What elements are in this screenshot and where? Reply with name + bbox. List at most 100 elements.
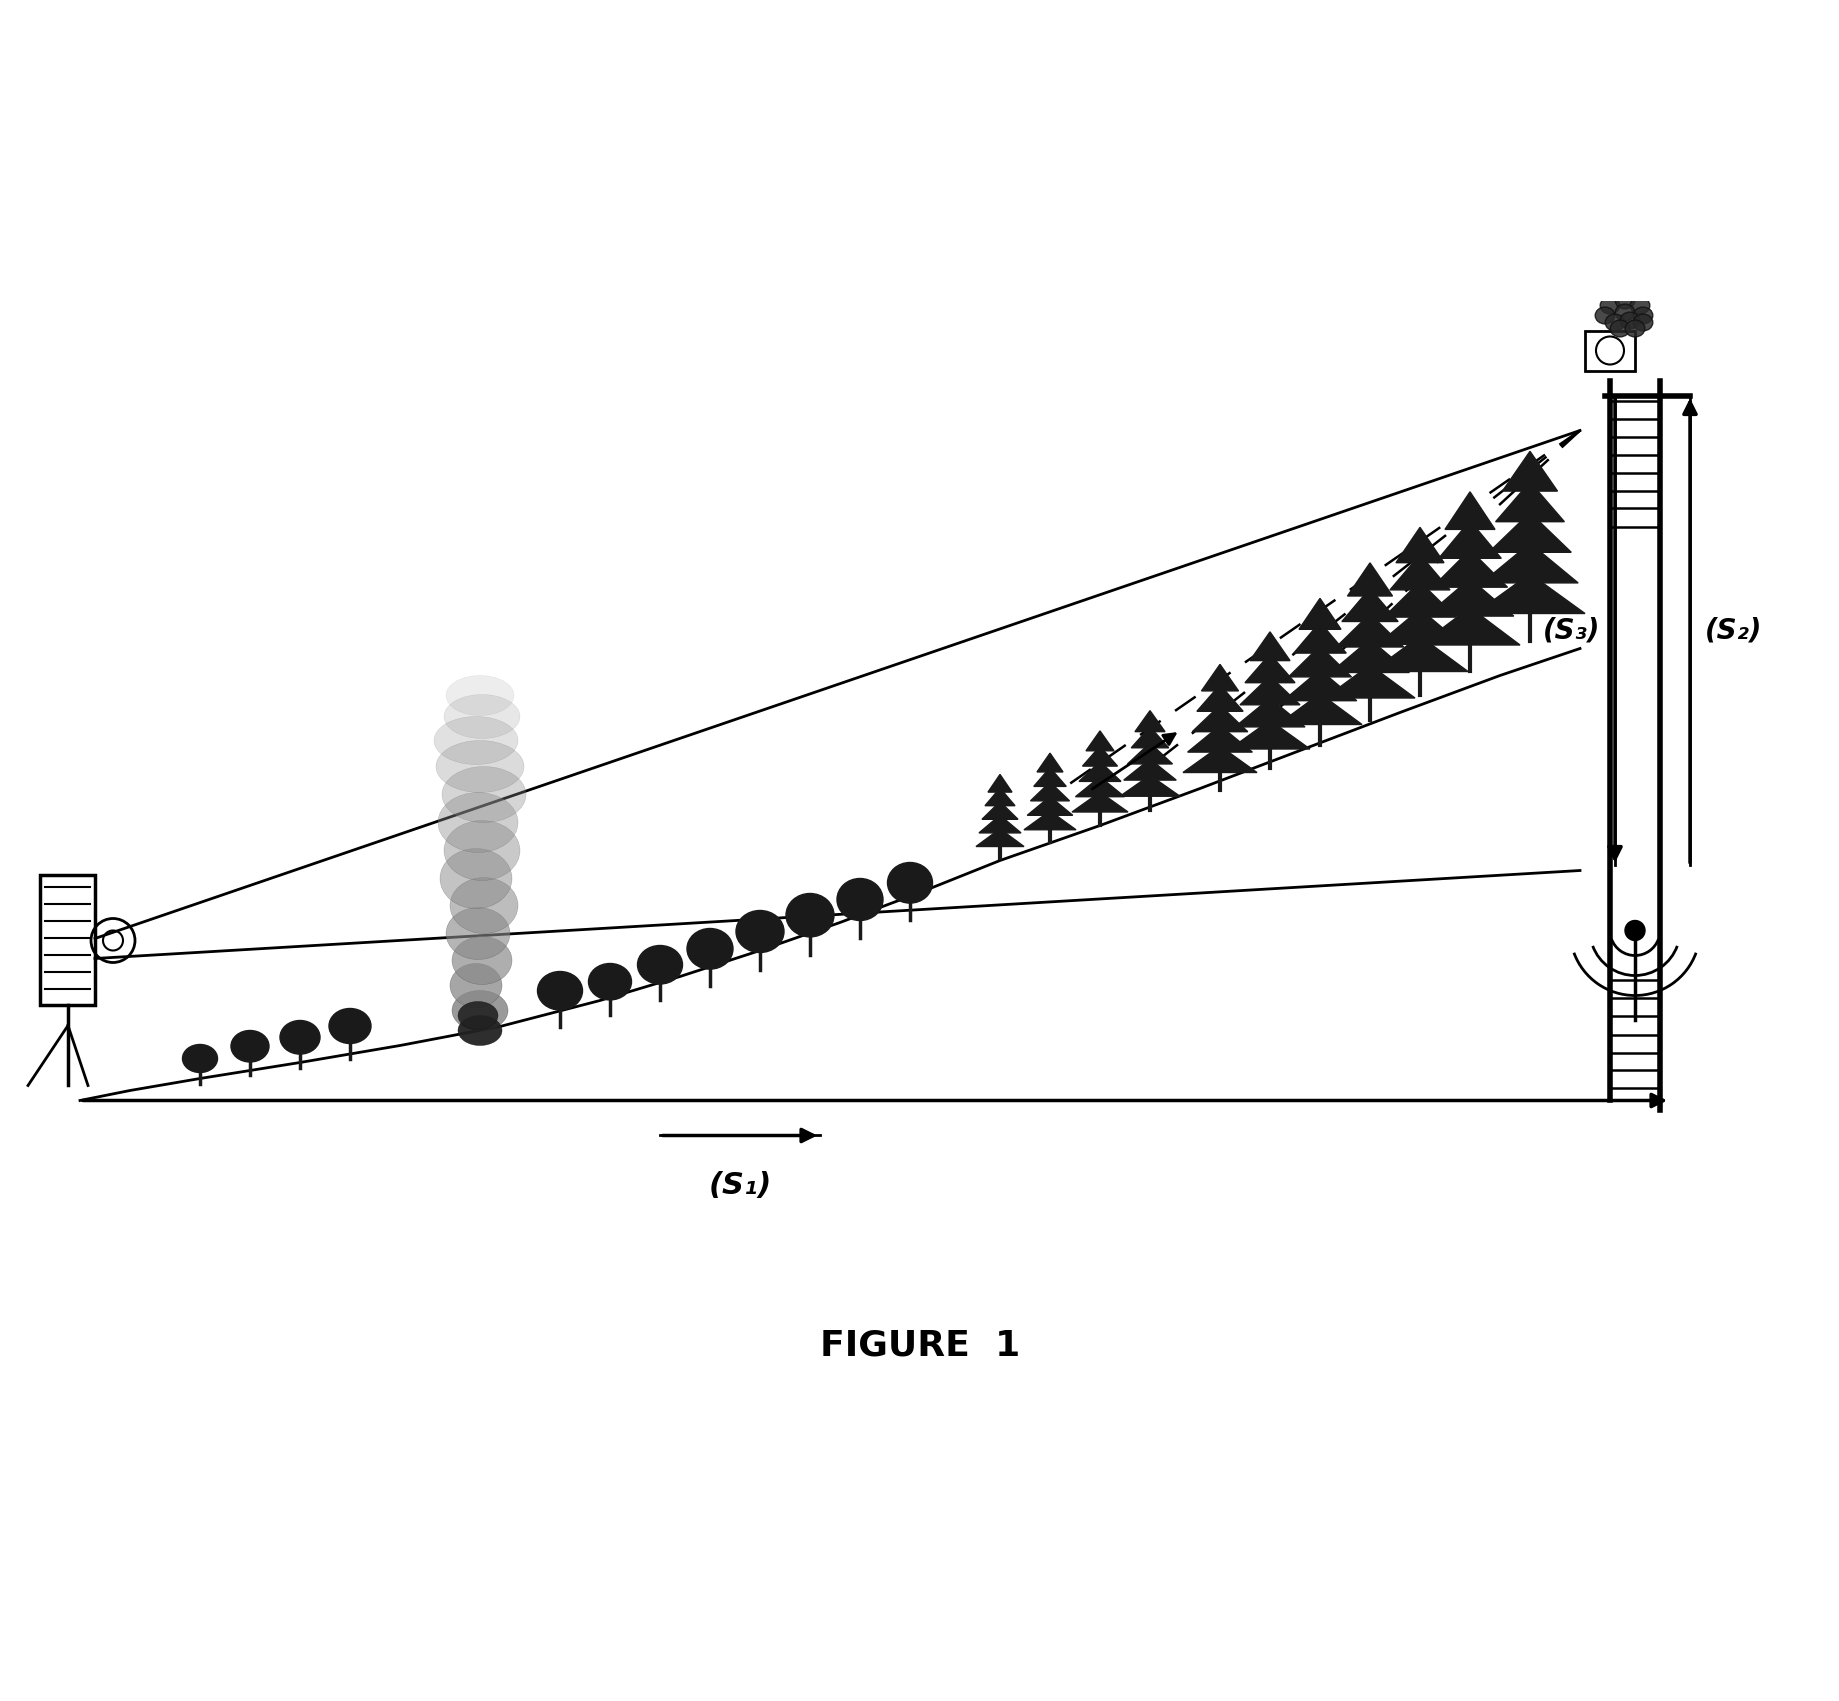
Polygon shape	[1245, 653, 1295, 682]
Ellipse shape	[1629, 298, 1650, 315]
Ellipse shape	[1604, 315, 1624, 332]
Ellipse shape	[280, 1021, 320, 1055]
Ellipse shape	[1620, 311, 1639, 328]
Ellipse shape	[434, 716, 519, 764]
Polygon shape	[1186, 726, 1252, 752]
Ellipse shape	[232, 1031, 268, 1061]
Text: (S₃): (S₃)	[1541, 616, 1600, 645]
Ellipse shape	[445, 908, 509, 959]
Text: FIGURE  1: FIGURE 1	[820, 1328, 1019, 1363]
Polygon shape	[1078, 762, 1120, 781]
Ellipse shape	[1594, 308, 1615, 323]
Polygon shape	[1192, 706, 1247, 731]
Polygon shape	[1124, 759, 1175, 781]
Polygon shape	[978, 815, 1021, 833]
Ellipse shape	[438, 793, 519, 852]
Ellipse shape	[440, 849, 511, 908]
Polygon shape	[1287, 646, 1352, 677]
Ellipse shape	[443, 694, 520, 738]
Polygon shape	[1293, 623, 1346, 653]
Ellipse shape	[443, 820, 520, 881]
Polygon shape	[1444, 492, 1493, 529]
Polygon shape	[1298, 599, 1341, 629]
Ellipse shape	[886, 862, 932, 903]
Text: (S₂): (S₂)	[1705, 616, 1762, 645]
Polygon shape	[1239, 675, 1300, 704]
Polygon shape	[1201, 665, 1238, 691]
Ellipse shape	[1633, 308, 1651, 323]
Polygon shape	[1433, 549, 1506, 587]
Polygon shape	[1346, 563, 1392, 595]
Polygon shape	[1396, 527, 1444, 563]
Circle shape	[1624, 920, 1644, 941]
Polygon shape	[1182, 747, 1256, 772]
Polygon shape	[1372, 636, 1468, 672]
Ellipse shape	[837, 878, 883, 920]
Polygon shape	[1135, 711, 1164, 731]
Ellipse shape	[1615, 293, 1633, 310]
Ellipse shape	[458, 1002, 498, 1029]
Polygon shape	[1034, 767, 1065, 786]
Polygon shape	[975, 828, 1024, 847]
Ellipse shape	[636, 946, 682, 983]
Ellipse shape	[588, 963, 631, 1000]
Polygon shape	[1388, 555, 1449, 590]
Ellipse shape	[329, 1009, 371, 1043]
Polygon shape	[1195, 686, 1243, 711]
Polygon shape	[1131, 726, 1168, 748]
Ellipse shape	[452, 937, 511, 985]
Polygon shape	[1495, 481, 1563, 522]
Polygon shape	[1502, 451, 1556, 492]
Polygon shape	[1330, 640, 1409, 672]
Polygon shape	[1030, 782, 1068, 801]
Ellipse shape	[436, 740, 524, 793]
Polygon shape	[1076, 777, 1124, 796]
Polygon shape	[1377, 609, 1462, 645]
Ellipse shape	[736, 910, 783, 953]
Polygon shape	[1228, 720, 1309, 748]
Polygon shape	[1081, 747, 1116, 765]
Polygon shape	[1341, 589, 1398, 621]
Ellipse shape	[1609, 320, 1629, 337]
Polygon shape	[1488, 512, 1571, 553]
Polygon shape	[982, 801, 1017, 820]
Ellipse shape	[686, 929, 732, 970]
Polygon shape	[1282, 670, 1355, 701]
Ellipse shape	[1600, 298, 1618, 315]
Polygon shape	[1024, 811, 1076, 830]
Ellipse shape	[452, 990, 508, 1031]
Ellipse shape	[441, 767, 526, 823]
Ellipse shape	[785, 893, 833, 937]
Polygon shape	[1278, 694, 1361, 725]
Ellipse shape	[1615, 304, 1633, 321]
Polygon shape	[1324, 665, 1414, 697]
Polygon shape	[1420, 607, 1519, 645]
Polygon shape	[1383, 582, 1455, 617]
Ellipse shape	[445, 675, 513, 716]
Polygon shape	[1072, 793, 1127, 811]
Polygon shape	[1249, 631, 1289, 660]
Ellipse shape	[1624, 320, 1644, 337]
Ellipse shape	[451, 878, 519, 934]
Bar	[40, 876, 96, 1005]
Polygon shape	[1438, 521, 1501, 558]
Polygon shape	[1335, 614, 1403, 646]
Ellipse shape	[537, 971, 583, 1010]
Polygon shape	[1026, 796, 1072, 815]
Ellipse shape	[458, 1015, 502, 1046]
Polygon shape	[1480, 543, 1578, 583]
Ellipse shape	[182, 1044, 217, 1073]
Ellipse shape	[1633, 315, 1651, 332]
Bar	[1583, 330, 1635, 371]
Polygon shape	[1127, 743, 1171, 764]
Polygon shape	[1037, 754, 1063, 772]
Polygon shape	[1425, 578, 1513, 616]
Polygon shape	[1120, 776, 1179, 796]
Polygon shape	[1085, 731, 1113, 750]
Polygon shape	[1475, 573, 1583, 614]
Polygon shape	[988, 774, 1011, 793]
Polygon shape	[1234, 697, 1304, 726]
Polygon shape	[984, 788, 1015, 806]
Text: (S₁): (S₁)	[708, 1170, 771, 1199]
Ellipse shape	[451, 963, 502, 1007]
